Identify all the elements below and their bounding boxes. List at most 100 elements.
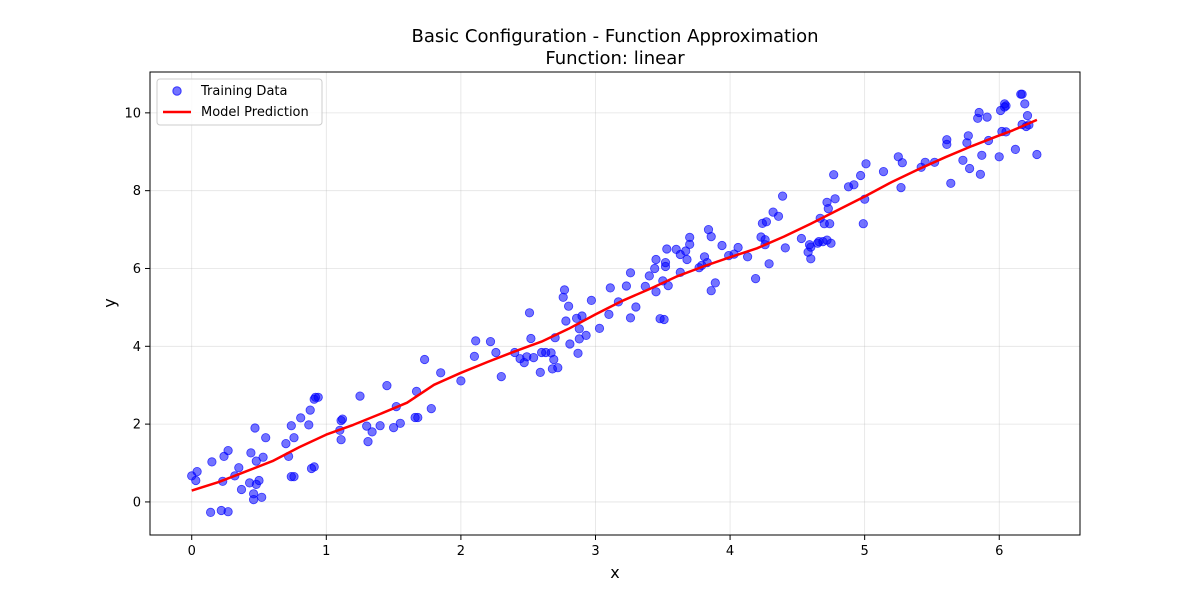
training-data-point [309,462,319,472]
y-axis-ticks: 0 2 4 6 8 10 [124,106,150,510]
x-axis-ticks: 0 1 2 3 4 5 6 [188,535,1003,559]
training-data-point [535,367,545,377]
legend: Training Data Model Prediction [156,78,323,126]
training-data-point [558,292,568,302]
training-data-point [806,242,816,252]
x-tick-label: 6 [995,544,1003,559]
training-data-point [826,238,836,248]
training-data-point [313,392,323,402]
training-data-point [594,323,605,333]
legend-label-model-prediction: Model Prediction [201,105,309,120]
training-data-point [651,287,661,297]
training-data-point [304,420,314,430]
training-data-point [861,159,871,169]
training-data-point [878,167,889,177]
x-tick-label: 3 [591,544,599,559]
training-data-point [780,243,790,253]
training-data-point [855,170,866,181]
training-data-point [258,452,268,462]
training-data-point [336,435,346,445]
training-data-point [305,405,315,415]
training-data-point [825,219,835,229]
training-data-point [764,259,774,269]
training-data-point [660,257,671,268]
training-data-point [796,233,807,244]
training-data-point [419,354,430,365]
training-data-point [685,239,695,249]
plot-frame [149,71,1081,536]
training-data-point [975,169,986,179]
training-data-point [733,242,743,253]
legend-marker-training-data [172,86,182,96]
training-data-point [651,254,661,265]
training-data-point [528,352,539,363]
training-data-point [942,135,952,145]
x-tick-label: 2 [457,544,465,559]
legend-box [156,78,323,126]
training-data-point [706,286,716,296]
legend-label-training-data: Training Data [200,84,287,99]
x-axis-label: x [610,563,619,582]
x-tick-label: 0 [188,544,196,559]
training-data-point [524,308,535,318]
training-data-point [388,422,399,433]
training-data-point [644,271,654,281]
training-data-point [773,211,784,221]
y-tick-label: 10 [124,106,141,121]
training-data-point [553,363,563,373]
training-data-point [982,112,992,122]
training-data-point [858,219,868,229]
training-data-point [395,418,405,428]
training-data-point [257,492,267,502]
scatter-points [187,89,1042,518]
training-data-point [581,330,591,340]
training-data-point [254,475,264,486]
training-data-point [436,368,446,378]
training-data-point [296,413,306,423]
training-data-point [621,281,632,291]
y-tick-label: 0 [133,495,141,510]
training-data-point [362,421,372,431]
training-data-point [496,371,506,382]
training-data-point [574,324,584,334]
training-data-point [1017,89,1027,99]
training-data-point [1001,101,1011,111]
training-data-point [631,302,641,312]
training-data-point [375,421,385,431]
training-data-point [706,232,716,242]
training-data-point [485,336,496,347]
prediction-line-group [191,118,1038,492]
training-data-point [742,252,753,262]
y-tick-label: 2 [133,418,141,433]
training-data-point [625,313,636,323]
model-prediction-line [191,118,1038,492]
training-data-point [561,316,571,326]
training-data-point [367,427,377,437]
training-data-point [1032,149,1042,160]
training-data-point [750,273,761,284]
training-data-point [363,436,373,447]
training-data-point [207,457,217,467]
training-data-point [337,414,348,424]
training-data-point [355,391,365,401]
training-data-point [849,180,859,190]
x-tick-label: 4 [726,544,734,559]
training-data-point [223,507,233,517]
training-data-point [191,475,201,486]
training-data-point [896,183,906,193]
x-tick-label: 5 [861,544,869,559]
training-data-point [251,456,261,466]
chart-title: Basic Configuration - Function Approxima… [412,26,819,47]
training-data-point [761,217,772,227]
training-data-point [281,438,291,449]
training-data-point [249,489,259,499]
x-tick-label: 1 [322,544,330,559]
y-tick-label: 8 [133,184,141,199]
training-data-point [577,311,587,321]
training-data-point [604,309,614,319]
training-data-point [573,348,583,358]
training-data-point [563,301,574,311]
training-data-point [456,376,466,386]
training-data-point [289,433,299,443]
